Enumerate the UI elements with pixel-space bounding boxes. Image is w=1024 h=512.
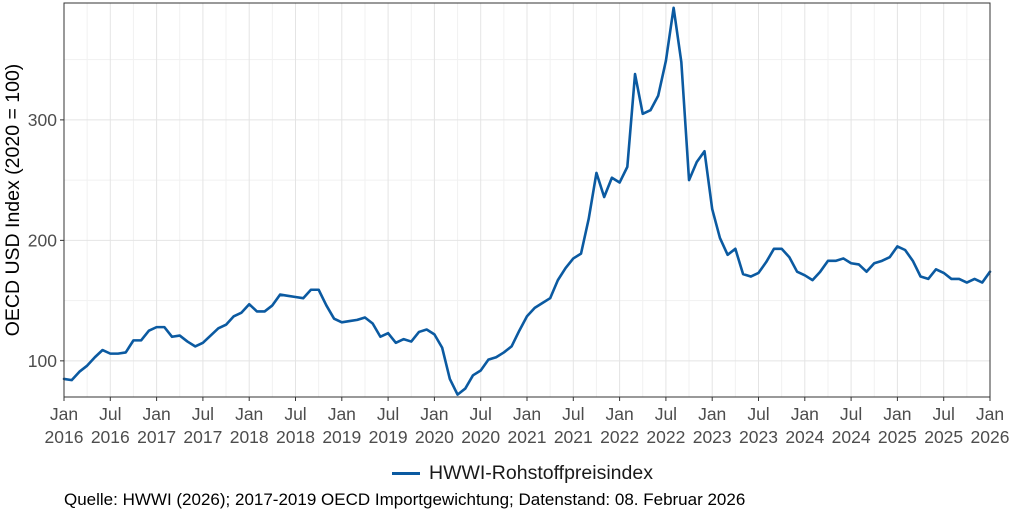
legend-swatch bbox=[392, 471, 420, 475]
x-tick-label-month: Jan bbox=[50, 404, 78, 424]
x-tick-label-year: 2018 bbox=[276, 427, 315, 447]
x-tick-label-month: Jan bbox=[142, 404, 170, 424]
y-axis-label: OECD USD Index (2020 = 100) bbox=[2, 64, 24, 337]
legend: HWWI-Rohstoffpreisindex bbox=[392, 459, 653, 487]
x-tick-label-month: Jul bbox=[840, 404, 862, 424]
source-caption: Quelle: HWWI (2026); 2017-2019 OECD Impo… bbox=[64, 490, 746, 509]
y-tick-label: 100 bbox=[28, 351, 57, 371]
x-tick-label-month: Jul bbox=[747, 404, 769, 424]
x-tick-label-year: 2020 bbox=[461, 427, 500, 447]
major-gridlines bbox=[63, 3, 991, 397]
x-tick-label-year: 2023 bbox=[693, 427, 732, 447]
x-tick-label-year: 2021 bbox=[554, 427, 593, 447]
x-tick-label-month: Jan bbox=[976, 404, 1004, 424]
x-tick-label-month: Jan bbox=[791, 404, 819, 424]
x-tick-label-month: Jan bbox=[698, 404, 726, 424]
x-tick-label-year: 2021 bbox=[508, 427, 547, 447]
y-tick-label: 200 bbox=[28, 230, 57, 250]
x-tick-label-month: Jul bbox=[933, 404, 955, 424]
x-tick-label-month: Jul bbox=[192, 404, 214, 424]
x-tick-label-month: Jul bbox=[99, 404, 121, 424]
x-tick-label-month: Jan bbox=[513, 404, 541, 424]
x-tick-label-month: Jul bbox=[470, 404, 492, 424]
legend-label: HWWI-Rohstoffpreisindex bbox=[429, 461, 653, 484]
axes: 100 200 300 Jan 2016 Jul 2016 Jan 2017 Jul 2017 Jan… bbox=[28, 110, 1010, 447]
x-tick-label-month: Jan bbox=[235, 404, 263, 424]
x-tick-label-year: 2017 bbox=[137, 427, 176, 447]
x-tick-label-year: 2025 bbox=[878, 427, 917, 447]
series-layer bbox=[62, 6, 992, 396]
x-tick-label-year: 2016 bbox=[45, 427, 84, 447]
x-tick-label-year: 2016 bbox=[91, 427, 130, 447]
x-tick-label-month: Jan bbox=[883, 404, 911, 424]
x-tick-label-month: Jul bbox=[562, 404, 584, 424]
x-tick-label-year: 2024 bbox=[785, 427, 824, 447]
x-tick-label-month: Jul bbox=[284, 404, 306, 424]
y-tick-label: 300 bbox=[28, 110, 57, 130]
x-tick-label-year: 2020 bbox=[415, 427, 454, 447]
x-tick-label-year: 2019 bbox=[369, 427, 408, 447]
x-tick-label-month: Jan bbox=[420, 404, 448, 424]
minor-gridlines bbox=[64, 3, 990, 397]
series-line bbox=[62, 6, 992, 396]
x-tick-label-month: Jul bbox=[377, 404, 399, 424]
x-tick-label-year: 2018 bbox=[230, 427, 269, 447]
x-tick-label-month: Jan bbox=[328, 404, 356, 424]
x-tick-label-year: 2025 bbox=[924, 427, 963, 447]
x-tick-label-year: 2022 bbox=[600, 427, 639, 447]
x-tick-label-year: 2022 bbox=[646, 427, 685, 447]
x-tick-label-year: 2024 bbox=[832, 427, 871, 447]
x-tick-label-year: 2017 bbox=[183, 427, 222, 447]
x-tick-label-year: 2026 bbox=[971, 427, 1010, 447]
x-tick-label-month: Jul bbox=[655, 404, 677, 424]
x-tick-label-year: 2023 bbox=[739, 427, 778, 447]
x-tick-label-month: Jan bbox=[605, 404, 633, 424]
x-tick-label-year: 2019 bbox=[322, 427, 361, 447]
